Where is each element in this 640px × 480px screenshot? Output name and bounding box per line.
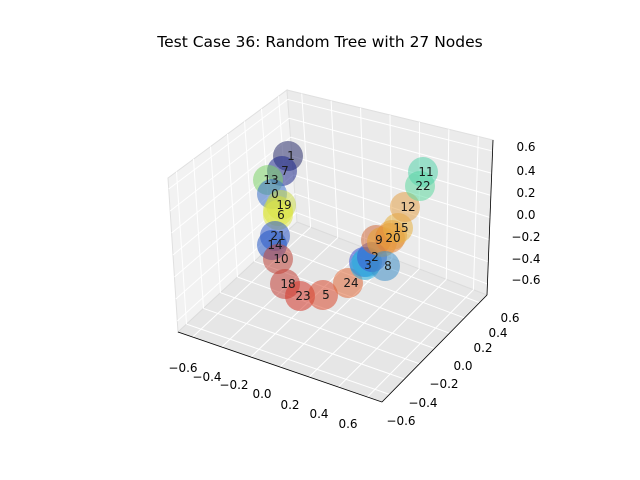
y-tick-label: −0.2 — [429, 377, 458, 391]
y-tick-label: 0.0 — [453, 359, 472, 373]
node-label: 22 — [415, 179, 430, 193]
node-label: 24 — [343, 276, 358, 290]
z-tick-label: 0.2 — [516, 186, 535, 200]
node-label: 23 — [295, 289, 310, 303]
grid-line — [472, 136, 479, 290]
node-label: 7 — [281, 164, 289, 178]
z-tick-label: 0.0 — [516, 208, 535, 222]
x-tick-label: 0.6 — [338, 417, 357, 431]
node-label: 11 — [418, 165, 433, 179]
grid-line — [171, 136, 291, 234]
node-label: 12 — [400, 200, 415, 214]
node-label: 13 — [263, 173, 278, 187]
node-label: 14 — [267, 238, 282, 252]
chart-title: Test Case 36: Random Tree with 27 Nodes — [157, 33, 483, 51]
node-label: 1 — [287, 149, 295, 163]
tree-node — [390, 192, 420, 222]
node-label: 20 — [385, 231, 400, 245]
node-label: 21 — [270, 229, 285, 243]
grid-line — [367, 289, 474, 398]
node-label: 2 — [371, 250, 379, 264]
x-tick-label: −0.6 — [168, 361, 197, 375]
grid-line — [290, 136, 491, 196]
z-tick-label: −0.4 — [511, 252, 540, 266]
y-tick-label: −0.4 — [408, 396, 437, 410]
x-tick-label: 0.4 — [309, 407, 328, 421]
tree-node — [285, 281, 315, 311]
grid-line — [337, 279, 447, 388]
z-tick-label: 0.4 — [516, 164, 535, 178]
x-axis-line — [177, 331, 383, 403]
y-tick-label: 0.4 — [488, 326, 507, 340]
node-label: 0 — [271, 187, 279, 201]
z-tick-label: −0.6 — [511, 273, 540, 287]
node-label: 10 — [273, 252, 288, 266]
x-tick-label: −0.2 — [219, 378, 248, 392]
node-label: 15 — [393, 221, 408, 235]
grid-line — [271, 245, 465, 319]
tree-node — [408, 157, 438, 187]
z-tick-label: −0.2 — [511, 230, 540, 244]
x-tick-label: 0.0 — [252, 387, 271, 401]
grid-line — [168, 99, 289, 190]
x-tick-label: −0.4 — [192, 370, 221, 384]
y-tick-label: −0.6 — [386, 414, 415, 428]
node-label: 9 — [375, 233, 383, 247]
grid-line — [445, 129, 450, 280]
grid-line — [237, 276, 435, 349]
grid-line — [289, 117, 492, 174]
node-label: 3 — [364, 258, 372, 272]
y-tick-label: 0.2 — [473, 341, 492, 355]
grid-line — [291, 155, 491, 218]
node-label: 6 — [277, 208, 285, 222]
tree-node — [263, 244, 293, 274]
grid-line — [287, 98, 493, 152]
x-tick-label: 0.2 — [280, 398, 299, 412]
grid-line — [308, 268, 420, 378]
tree-node — [308, 280, 338, 310]
z-tick-label: 0.6 — [516, 140, 535, 154]
node-label: 19 — [276, 198, 291, 212]
node-label: 8 — [384, 259, 392, 273]
tree-node — [370, 251, 400, 281]
grid-line — [169, 117, 290, 212]
axis-ticks: −0.6−0.4−0.20.00.20.40.6 −0.6−0.4−0.20.00… — [168, 140, 540, 431]
y-axis-line — [381, 294, 488, 403]
y-tick-label: 0.6 — [500, 311, 519, 325]
grid-line — [244, 121, 255, 262]
node-label: 18 — [280, 277, 295, 291]
z-axis-line — [486, 139, 494, 296]
node-label: 5 — [322, 288, 330, 302]
